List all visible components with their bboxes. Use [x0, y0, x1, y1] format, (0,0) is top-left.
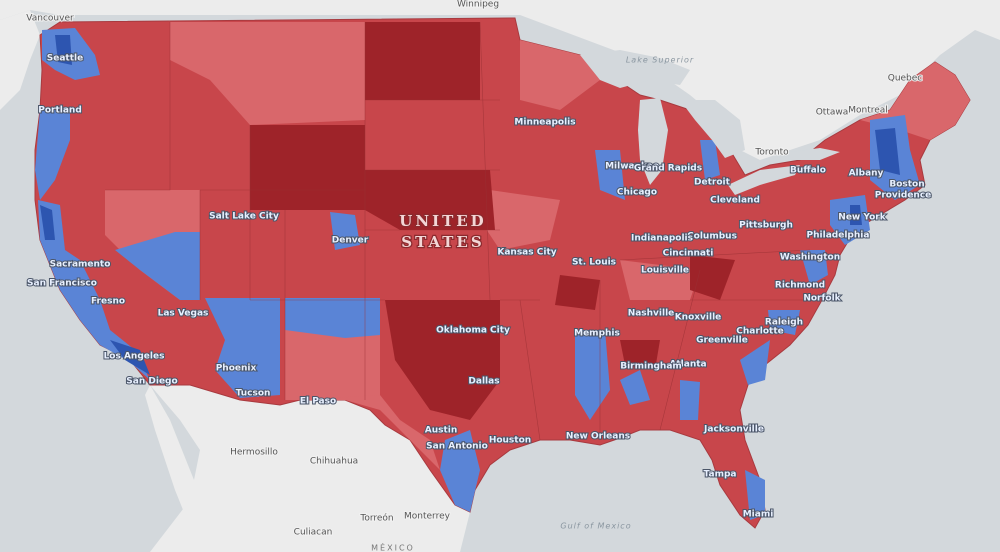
city-label: Raleigh	[765, 318, 803, 328]
city-label: Knoxville	[675, 313, 722, 323]
city-label: St. Louis	[572, 258, 616, 268]
city-label: Salt Lake City	[209, 212, 279, 222]
city-label: Dallas	[468, 377, 499, 387]
country-label: STATES	[401, 233, 484, 251]
baja	[145, 385, 225, 552]
city-label: Greenville	[696, 336, 748, 346]
city-label: New York	[838, 213, 886, 223]
labels: Seattle Portland Minneapolis MilwaukeeGrand…	[25, 0, 932, 552]
state-borders	[105, 21, 820, 441]
city-label: Tampa	[704, 470, 737, 480]
water-label: Lake Superior	[626, 56, 694, 65]
city-label: Houston	[489, 436, 531, 446]
water-label: Gulf of Mexico	[560, 522, 631, 531]
city-label: Grand Rapids	[634, 164, 702, 174]
city-label: Detroit	[694, 178, 731, 188]
city-label: Toronto	[754, 148, 789, 158]
city-label: Las Vegas	[158, 309, 209, 319]
city-label: El Paso	[300, 397, 336, 407]
city-label: Louisville	[641, 266, 689, 276]
city-label: Indianapolis	[631, 234, 693, 244]
city-label: Cincinnati	[663, 249, 714, 259]
city-label: Montreal	[848, 106, 888, 116]
country-label: UNITED	[399, 212, 486, 230]
city-label: Milwaukee	[605, 162, 659, 172]
land-west-canada	[0, 10, 40, 110]
city-label: San Francisco	[27, 279, 97, 289]
city-label: Norfolk	[803, 294, 841, 304]
dark-red-regions	[250, 22, 735, 420]
city-label: Sacramento	[50, 260, 111, 270]
city-label: Quebec	[888, 74, 923, 84]
city-label: Chihuahua	[310, 457, 358, 467]
city-label: Chicago	[617, 188, 657, 198]
city-label: Birmingham	[620, 362, 682, 372]
city-label: Minneapolis	[514, 118, 575, 128]
city-label: Los Angeles	[104, 352, 165, 362]
city-label: Washington	[780, 253, 840, 263]
city-label: Providence	[875, 191, 932, 201]
city-label: Torreón	[359, 513, 393, 524]
city-label: Denver	[332, 236, 369, 246]
city-label: Cleveland	[710, 196, 760, 206]
country-label: MÉXICO	[371, 542, 415, 552]
city-label: Columbus	[687, 232, 737, 242]
city-label: Philadelphia	[807, 231, 870, 241]
city-label: Jacksonville	[703, 425, 764, 435]
city-label: Culiacan	[294, 528, 333, 538]
city-label: Tucson	[236, 389, 271, 399]
city-label: Oklahoma City	[436, 326, 510, 336]
city-label: Winnipeg	[457, 0, 499, 10]
city-label: Buffalo	[790, 166, 826, 176]
city-label: Phoenix	[216, 364, 257, 374]
city-label: Kansas City	[497, 248, 556, 258]
city-label: Nashville	[628, 309, 675, 319]
city-label: Ottawa	[816, 108, 849, 118]
city-label: New Orleans	[566, 432, 630, 442]
city-label: San Antonio	[426, 442, 488, 452]
city-label: Hermosillo	[230, 448, 278, 458]
city-label: Austin	[425, 426, 458, 436]
city-label: Seattle	[47, 54, 83, 64]
city-label: Boston	[889, 180, 924, 190]
city-label: Richmond	[775, 281, 825, 291]
city-label: Atlanta	[669, 360, 706, 370]
city-label: Charlotte	[736, 327, 784, 337]
dark-blue-regions	[40, 35, 900, 375]
city-label: Miami	[743, 510, 774, 520]
city-label: Vancouver	[26, 14, 74, 24]
city-label: Albany	[849, 169, 884, 179]
city-label: Monterrey	[404, 512, 451, 522]
city-label: Fresno	[91, 297, 125, 307]
land-canada	[0, 0, 1000, 160]
city-label: Portland	[38, 106, 82, 116]
city-label: Pittsburgh	[739, 221, 793, 231]
great-lakes	[580, 50, 840, 195]
city-label: San Diego	[126, 377, 177, 387]
city-label: Memphis	[574, 329, 620, 339]
